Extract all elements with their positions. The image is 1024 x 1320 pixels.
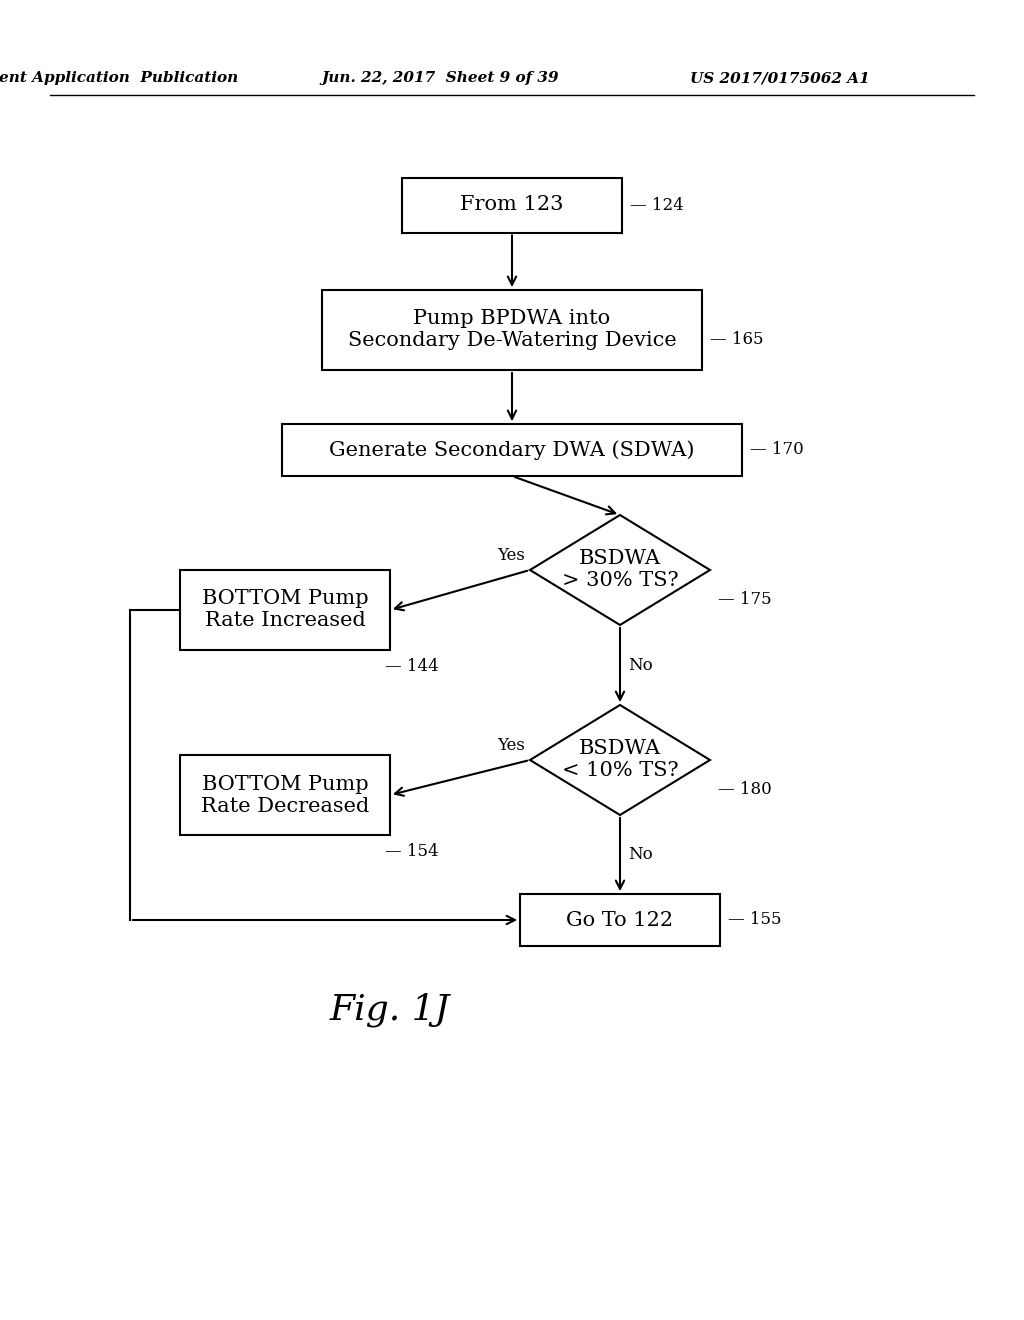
Text: No: No — [628, 656, 652, 673]
Text: — 175: — 175 — [718, 591, 772, 609]
Text: Jun. 22, 2017  Sheet 9 of 39: Jun. 22, 2017 Sheet 9 of 39 — [322, 71, 559, 84]
Text: Patent Application  Publication: Patent Application Publication — [0, 71, 239, 84]
Text: — 170: — 170 — [750, 441, 804, 458]
Text: — 124: — 124 — [630, 197, 684, 214]
Text: — 180: — 180 — [718, 781, 772, 799]
Polygon shape — [530, 705, 710, 814]
Bar — [520, 894, 720, 946]
Text: Yes: Yes — [497, 546, 525, 564]
Text: — 154: — 154 — [385, 843, 438, 861]
Polygon shape — [530, 515, 710, 624]
Text: — 155: — 155 — [728, 912, 781, 928]
Bar — [180, 755, 390, 836]
Bar — [180, 570, 390, 649]
Bar — [402, 177, 622, 232]
Text: — 165: — 165 — [710, 331, 764, 348]
Text: BOTTOM Pump
Rate Increased: BOTTOM Pump Rate Increased — [202, 590, 369, 631]
Text: US 2017/0175062 A1: US 2017/0175062 A1 — [690, 71, 869, 84]
Bar — [322, 290, 702, 370]
Text: Fig. 1J: Fig. 1J — [330, 993, 451, 1027]
Text: From 123: From 123 — [460, 195, 564, 214]
Text: Pump BPDWA into
Secondary De-Watering Device: Pump BPDWA into Secondary De-Watering De… — [347, 309, 677, 351]
Bar — [282, 424, 742, 477]
Text: BOTTOM Pump
Rate Decreased: BOTTOM Pump Rate Decreased — [201, 775, 369, 816]
Text: BSDWA
< 10% TS?: BSDWA < 10% TS? — [562, 739, 678, 780]
Text: Yes: Yes — [497, 737, 525, 754]
Text: Go To 122: Go To 122 — [566, 911, 674, 929]
Text: No: No — [628, 846, 652, 863]
Text: BSDWA
> 30% TS?: BSDWA > 30% TS? — [562, 549, 678, 590]
Text: — 144: — 144 — [385, 657, 438, 675]
Text: Generate Secondary DWA (SDWA): Generate Secondary DWA (SDWA) — [330, 440, 694, 459]
